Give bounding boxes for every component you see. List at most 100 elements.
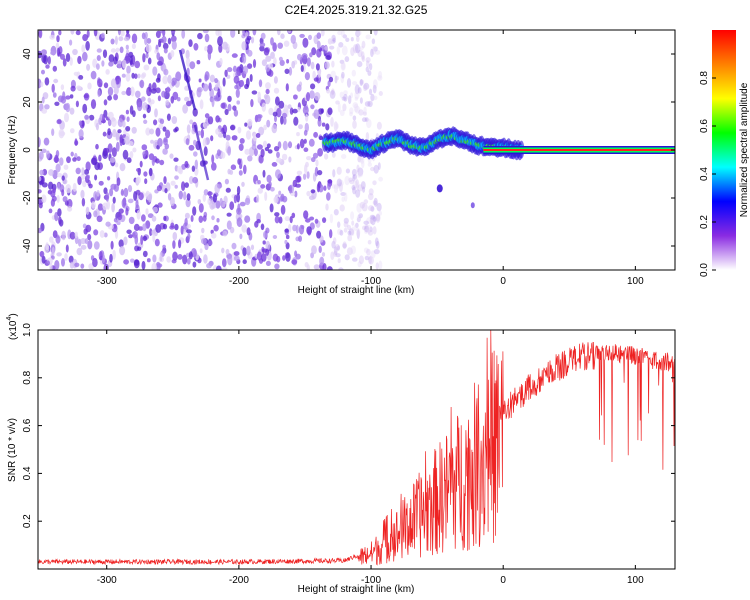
spectrogram-noise-speck <box>145 127 151 136</box>
spectrogram-noise-speck <box>215 200 221 209</box>
spectrogram-noise-speck <box>326 192 331 201</box>
spectrogram-noise-speck <box>352 115 357 121</box>
spectrogram-noise-speck <box>80 189 85 199</box>
spectrogram-noise-speck <box>252 30 257 36</box>
spectrogram-noise-speck <box>341 71 345 79</box>
spectrogram-noise-speck <box>156 52 161 61</box>
spectrogram-noise-speck <box>80 173 86 180</box>
spectrogram-noise-speck <box>237 203 241 213</box>
spectrogram-noise-speck <box>369 217 374 225</box>
spectrogram-noise-speck <box>236 100 240 105</box>
spectrogram-noise-speck <box>370 250 376 259</box>
spectrogram-noise-speck <box>262 140 268 148</box>
spectrogram-noise-speck <box>225 187 231 193</box>
spectrogram-noise-speck <box>48 181 54 190</box>
spectrogram-noise-speck <box>227 255 233 266</box>
spectrogram-noise-speck <box>87 233 92 241</box>
spectrogram-noise-speck <box>56 194 60 203</box>
snr-y-multiplier: (x104) <box>6 313 19 340</box>
snr-y-tick-label: 1.0 <box>22 323 33 337</box>
spectrogram-noise-speck <box>122 149 129 160</box>
spectrogram-noise-speck <box>291 60 296 69</box>
spectrogram-noise-speck <box>139 79 145 89</box>
spectrogram-noise-speck <box>336 166 342 175</box>
spectrogram-noise-speck <box>72 157 77 162</box>
spectrogram-noise-speck <box>317 148 323 157</box>
spectrogram-noise-speck <box>104 147 110 154</box>
spectrogram-noise-speck <box>136 209 141 220</box>
spectrogram-noise-speck <box>214 97 220 102</box>
spectrogram-noise-speck <box>119 163 126 172</box>
spectrogram-noise-speck <box>359 79 365 85</box>
spectrogram-noise-speck <box>370 48 374 58</box>
spectrogram-noise-speck <box>69 94 74 99</box>
spectrogram-noise-speck <box>352 181 358 188</box>
spectrogram-noise-speck <box>247 118 253 127</box>
spectrogram-noise-speck <box>241 41 247 51</box>
spectrogram-noise-speck <box>327 107 333 115</box>
spectrogram-noise-speck <box>358 213 363 219</box>
spectrogram-noise-speck <box>185 198 191 208</box>
spectrogram-noise-speck <box>348 228 354 236</box>
spectrogram-noise-speck <box>286 59 290 64</box>
spectrogram-noise-speck <box>304 122 309 133</box>
spectrogram-noise-speck <box>280 115 284 125</box>
spectrogram-noise-speck <box>227 95 232 103</box>
snr-series-line <box>38 330 675 566</box>
spectrogram-noise-speck <box>364 255 370 261</box>
spectrogram-noise-speck <box>236 217 243 228</box>
spectrogram-noise-speck <box>349 179 355 185</box>
spectrogram-noise-speck <box>305 114 309 122</box>
snr-multiplier-base: (x10 <box>8 320 19 340</box>
spectrogram-noise-speck <box>123 36 130 42</box>
spectrogram-noise-speck <box>303 147 309 152</box>
spectrogram-noise-speck <box>202 83 209 92</box>
spectrogram-noise-speck <box>38 227 43 234</box>
spectrogram-noise-speck <box>80 244 87 250</box>
spectrogram-noise-speck <box>329 229 333 239</box>
spectrogram-noise-speck <box>353 174 357 180</box>
spectrogram-noise-speck <box>223 195 228 205</box>
spectrogram-noise-speck <box>253 148 258 157</box>
spectrogram-noise-speck <box>169 153 174 159</box>
snr-y-tick-label: 0.4 <box>22 466 33 480</box>
spectrogram-noise-speck <box>351 168 357 177</box>
spectrogram-noise-speck <box>47 56 51 65</box>
spectrogram-noise-speck <box>349 107 354 115</box>
spectrogram-noise-speck <box>162 42 169 50</box>
spectrogram-noise-speck <box>214 84 218 92</box>
spectrogram-noise-speck <box>175 71 182 82</box>
spectrogram-noise-speck <box>331 60 335 68</box>
spectrogram-noise-speck <box>147 97 152 103</box>
spectrogram-noise-speck <box>277 30 281 36</box>
spectrogram-noise-speck <box>273 57 277 66</box>
spectrogram-noise-speck <box>312 152 319 159</box>
spectrogram-noise-speck <box>131 43 136 50</box>
spectrogram-noise-speck <box>357 155 361 163</box>
spectrogram-noise-speck <box>74 262 80 268</box>
spectrogram-noise-speck <box>271 162 278 167</box>
spectrogram-noise-speck <box>372 95 378 101</box>
spectrogram-noise-speck <box>268 63 274 69</box>
spectrogram-noise-speck <box>265 88 270 95</box>
spectrogram-noise-speck <box>358 156 365 161</box>
spectrogram-noise-speck <box>378 91 383 96</box>
spectrogram-noise-speck <box>121 90 127 96</box>
spectrogram-noise-speck <box>196 87 202 98</box>
spectrogram-noise-speck <box>366 118 372 129</box>
carrier-core-band <box>483 149 675 151</box>
spectrogram-noise-speck <box>338 179 344 187</box>
spectrogram-noise-speck <box>316 183 320 193</box>
spectrogram-noise-speck <box>350 37 354 42</box>
spectrogram-noise-speck <box>284 239 288 245</box>
spectrogram-noise-speck <box>298 235 302 242</box>
spectrogram-noise-speck <box>80 263 85 269</box>
spectrogram-noise-speck <box>224 69 228 78</box>
spectrogram-noise-speck <box>217 36 223 47</box>
spectrogram-noise-speck <box>216 218 220 223</box>
spectrogram-noise-speck <box>340 73 345 84</box>
spectrogram-noise-speck <box>44 104 50 110</box>
spectrogram-noise-speck <box>259 42 266 48</box>
